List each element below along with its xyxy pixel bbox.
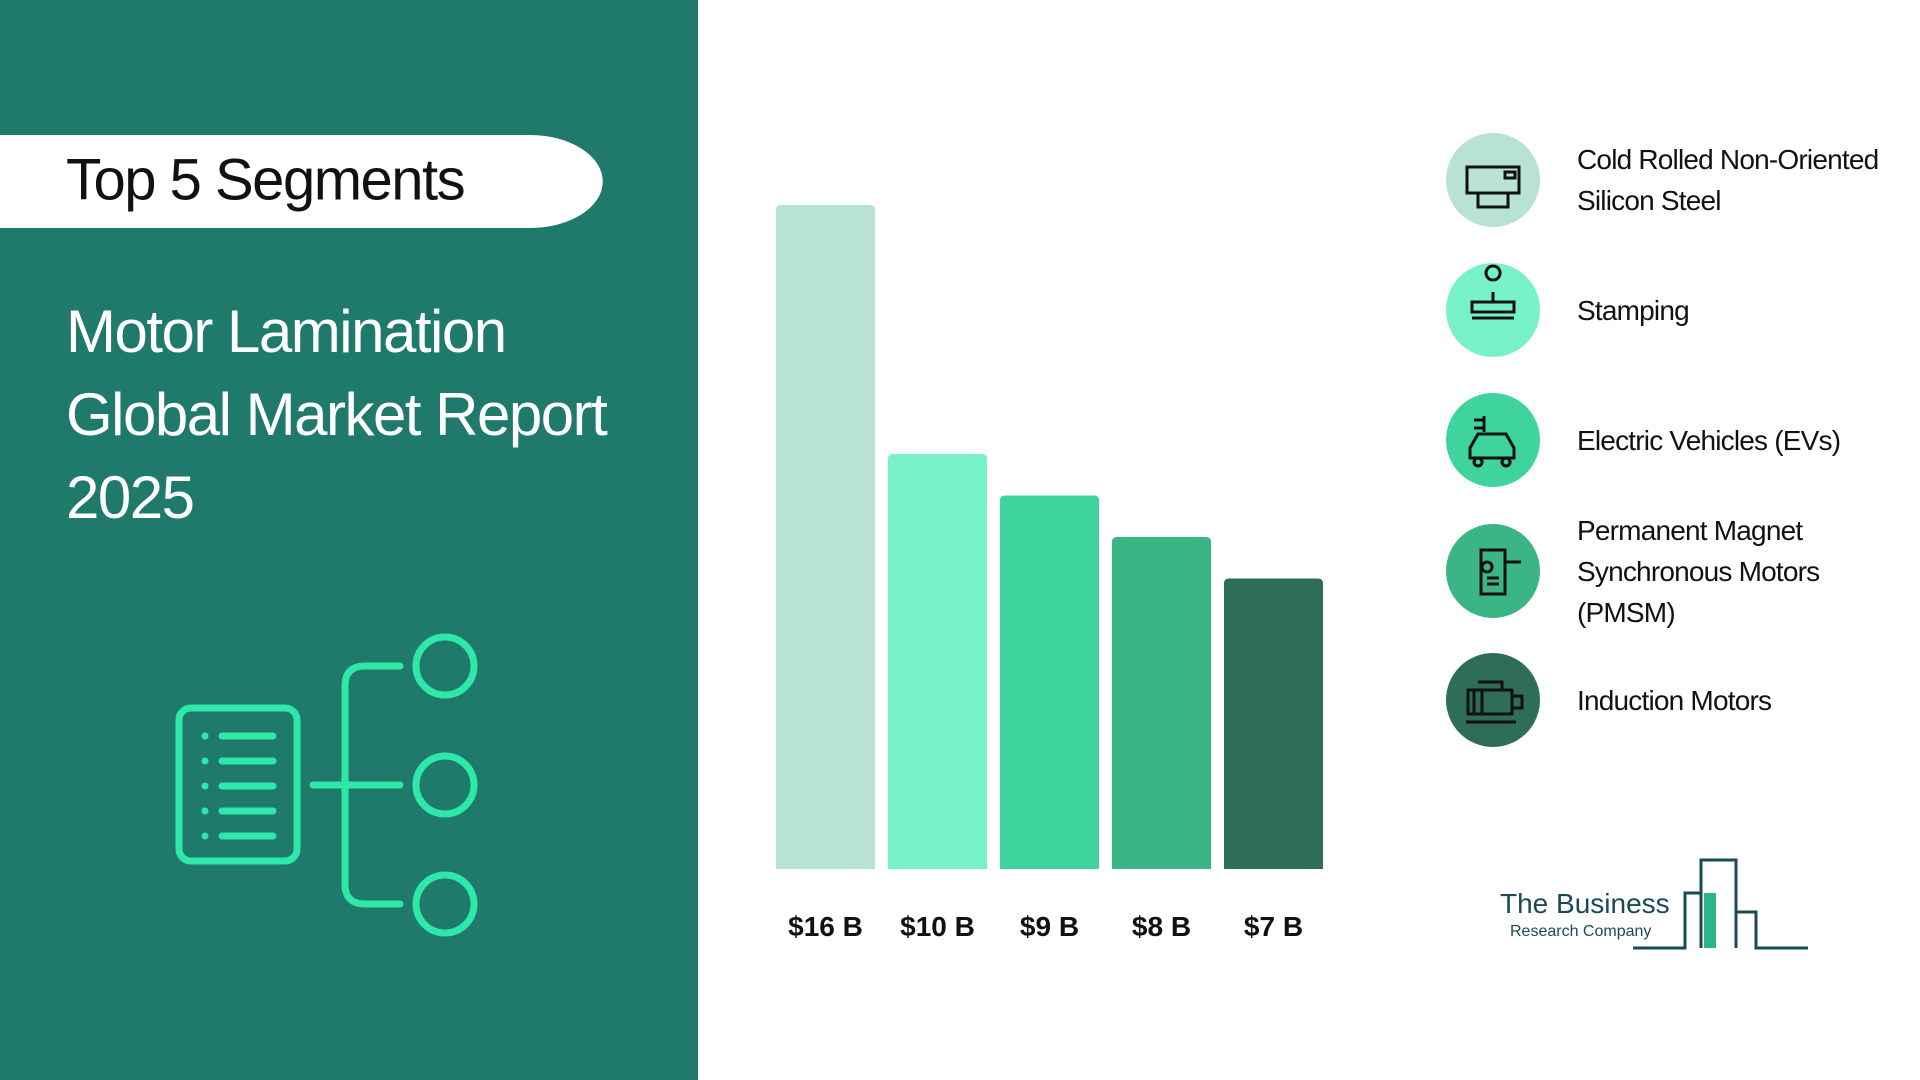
legend-swatch [1446, 133, 1540, 227]
bar [1224, 578, 1323, 869]
legend-swatch [1446, 653, 1540, 747]
value-label: $16 B [788, 911, 863, 942]
logo-line2: Research Company [1510, 923, 1651, 940]
bar [1000, 495, 1099, 869]
legend-swatch [1446, 263, 1540, 357]
logo-mark [1633, 858, 1808, 950]
legend-icon [1468, 416, 1516, 468]
legend-label: Induction Motors [1577, 684, 1772, 716]
title-pill [0, 135, 603, 228]
bar [888, 454, 987, 869]
legend-icon [1479, 548, 1521, 596]
legend-swatch [1446, 524, 1540, 618]
legend-label: Electric Vehicles (EVs) [1577, 424, 1841, 456]
bar [776, 205, 875, 869]
legend-label: Stamping [1577, 294, 1690, 326]
value-label: $8 B [1132, 911, 1191, 942]
legend-label: Cold Rolled Non-Oriented Silicon Steel [1577, 144, 1879, 216]
legend-icon [1466, 680, 1524, 724]
legend-icon [1465, 165, 1521, 209]
value-label: $10 B [900, 911, 975, 942]
legend-swatch [1446, 393, 1540, 487]
bar [1112, 537, 1211, 869]
value-label: $9 B [1020, 911, 1079, 942]
chart-subtitle: Motor Lamination Global Market Report 20… [66, 298, 608, 531]
legend-label: Permanent Magnet Synchronous Motors (PMS… [1577, 514, 1820, 628]
chart-title: Top 5 Segments [66, 147, 464, 212]
value-label: $7 B [1244, 911, 1303, 942]
hierarchy-icon [175, 633, 478, 937]
legend-icon [1470, 264, 1516, 320]
logo-line1: The Business [1500, 888, 1670, 919]
